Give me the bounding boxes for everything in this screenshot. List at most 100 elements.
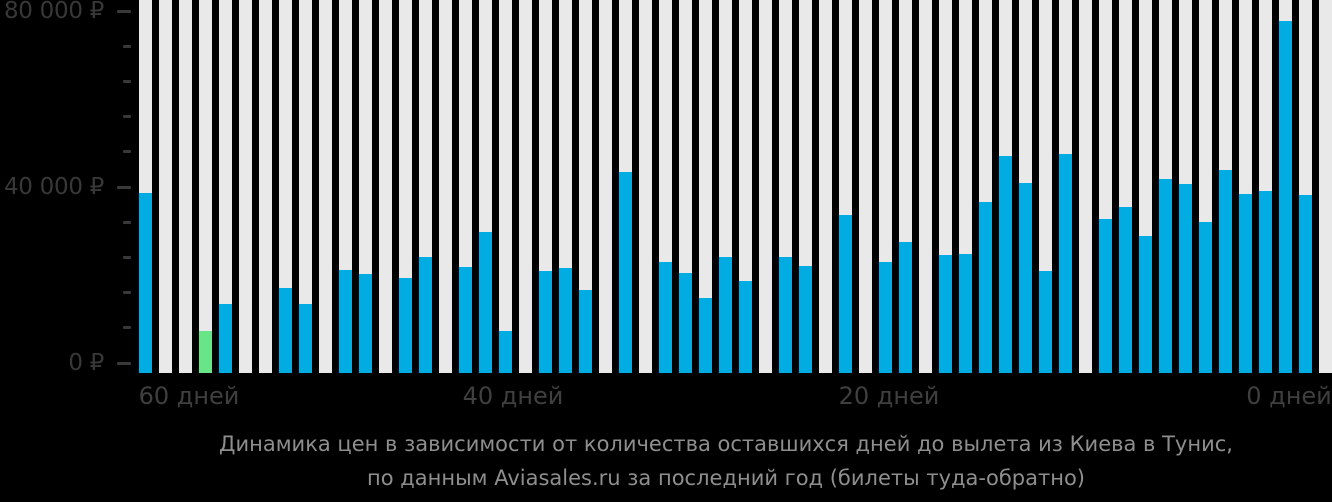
price-bar-day-5[interactable] [1239,193,1252,373]
price-bar-day-31[interactable] [719,256,732,373]
price-bar-day-16[interactable] [1019,183,1032,373]
day-column-56 [219,0,232,373]
day-column-36 [619,0,632,373]
price-bar-day-9[interactable] [1159,179,1172,373]
day-column-42 [499,0,512,373]
price-bar-day-19[interactable] [959,254,972,373]
price-bar-day-23[interactable] [879,261,892,373]
day-column-51 [319,0,332,373]
price-bar-day-10[interactable] [1139,235,1152,373]
y-minor-tick [123,291,131,295]
y-minor-tick [123,150,131,154]
price-bar-day-42[interactable] [499,330,512,373]
day-slot-background [919,0,932,373]
price-bar-day-18[interactable] [979,202,992,373]
day-column-48 [379,0,392,373]
price-bar-day-34[interactable] [659,262,672,373]
price-bar-day-44[interactable] [459,266,472,373]
day-column-43 [479,0,492,373]
price-bar-day-17[interactable] [999,155,1012,373]
price-bar-day-60[interactable] [139,192,152,373]
day-column-28 [779,0,792,373]
day-column-49 [359,0,372,373]
price-bar-day-22[interactable] [899,242,912,373]
y-tick-label-80000: 80 000 ₽ [3,0,104,24]
day-column-46 [419,0,432,373]
price-bar-day-57[interactable] [199,331,212,373]
day-column-37 [599,0,612,373]
price-bar-day-40[interactable] [539,271,552,373]
price-bar-day-33[interactable] [679,272,692,373]
price-bar-day-14[interactable] [1059,153,1072,373]
day-column-55 [239,0,252,373]
day-column-7 [1199,0,1212,373]
day-column-21 [919,0,932,373]
day-column-27 [799,0,812,373]
x-tick-label-60-days: 60 дней [138,382,240,410]
day-column-15 [1039,0,1052,373]
price-bar-day-53[interactable] [279,287,292,373]
y-minor-tick [123,115,131,119]
day-slot-background [179,0,192,373]
price-bar-day-2[interactable] [1299,194,1312,373]
price-bar-day-4[interactable] [1259,190,1272,373]
price-bar-day-6[interactable] [1219,169,1232,373]
price-bar-day-46[interactable] [419,256,432,373]
day-column-16 [1019,0,1032,373]
day-column-10 [1139,0,1152,373]
price-bar-day-47[interactable] [399,277,412,373]
price-bar-day-8[interactable] [1179,183,1192,373]
price-bar-day-20[interactable] [939,255,952,373]
price-bar-day-52[interactable] [299,304,312,373]
day-column-50 [339,0,352,373]
day-slot-background [279,0,292,373]
price-bar-day-32[interactable] [699,297,712,373]
day-column-3 [1279,0,1292,373]
price-bar-day-50[interactable] [339,270,352,373]
price-bar-day-39[interactable] [559,267,572,373]
day-column-52 [299,0,312,373]
day-column-22 [899,0,912,373]
price-bar-day-30[interactable] [739,281,752,373]
price-bar-day-25[interactable] [839,215,852,373]
price-bar-day-28[interactable] [779,257,792,373]
day-slot-background [859,0,872,373]
day-column-31 [719,0,732,373]
price-bar-day-15[interactable] [1039,271,1052,373]
day-column-13 [1079,0,1092,373]
price-bar-day-3[interactable] [1279,21,1292,373]
day-slot-background [1319,0,1332,373]
y-major-tick [117,185,131,189]
day-column-40 [539,0,552,373]
day-column-53 [279,0,292,373]
price-bar-day-56[interactable] [219,304,232,373]
day-column-1 [1319,0,1332,373]
day-slot-background [699,0,712,373]
price-bar-day-27[interactable] [799,266,812,373]
x-tick-label-40-days: 40 дней [462,382,564,410]
day-slot-background [219,0,232,373]
price-bar-day-12[interactable] [1099,218,1112,373]
price-bar-day-36[interactable] [619,172,632,373]
day-column-60 [139,0,152,373]
day-column-25 [839,0,852,373]
day-slot-background [439,0,452,373]
price-bar-day-7[interactable] [1199,221,1212,373]
x-tick-label-20-days: 20 дней [838,382,940,410]
day-slot-background [199,0,212,373]
day-column-19 [959,0,972,373]
day-column-6 [1219,0,1232,373]
y-major-tick [117,9,131,13]
caption-line-2: по данным Aviasales.ru за последний год … [367,466,1085,490]
price-bar-day-38[interactable] [579,289,592,373]
y-axis: 80 000 ₽ 40 000 ₽ 0 ₽ [0,0,139,375]
price-bar-day-11[interactable] [1119,207,1132,373]
price-bar-day-49[interactable] [359,274,372,373]
day-slot-background [639,0,652,373]
y-major-tick [117,361,131,365]
day-slot-background [499,0,512,373]
day-column-17 [999,0,1012,373]
day-column-58 [179,0,192,373]
price-bar-day-43[interactable] [479,231,492,373]
